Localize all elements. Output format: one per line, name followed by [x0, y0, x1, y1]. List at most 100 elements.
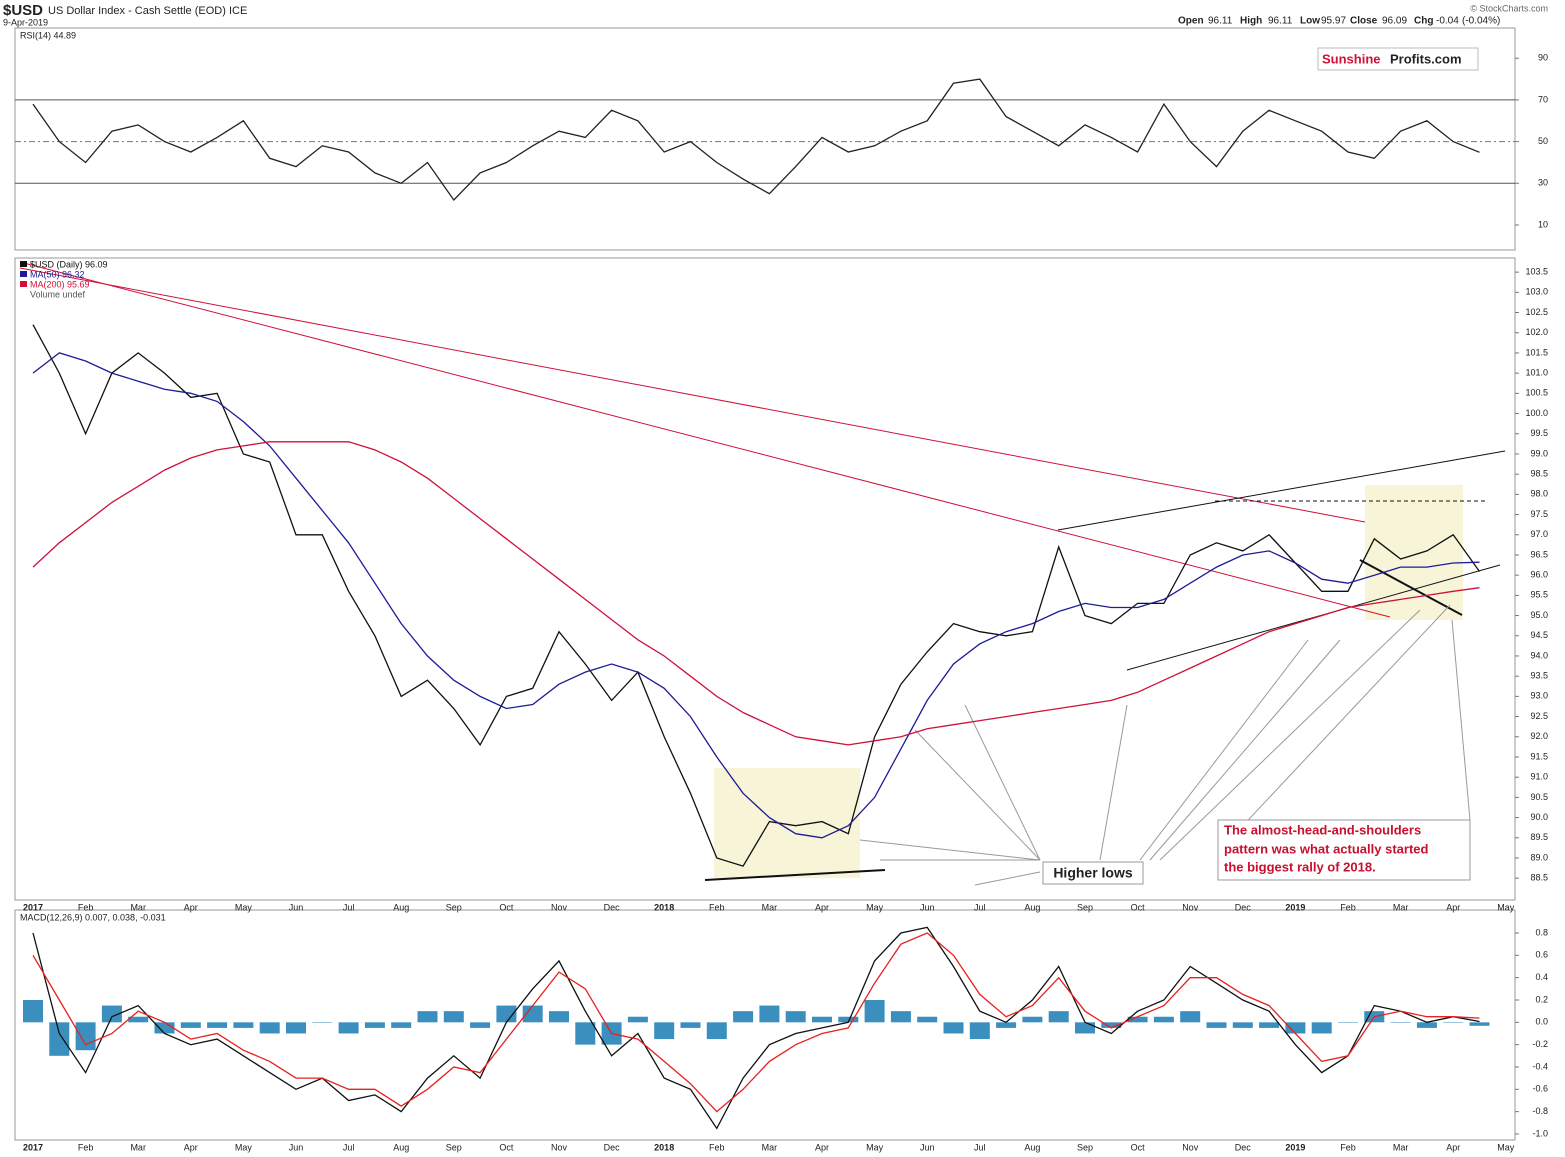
- histogram-bar: [364, 1022, 385, 1028]
- trend-line: [19, 267, 1366, 523]
- y-tick-label: 98.5: [1530, 469, 1548, 479]
- chg-pct: (-0.04%): [1462, 16, 1500, 27]
- y-tick-label: -1.0: [1532, 1128, 1548, 1138]
- y-tick-label: 91.0: [1530, 772, 1548, 782]
- histogram-bar: [49, 1022, 70, 1056]
- close-label: Close: [1350, 16, 1378, 27]
- y-tick-label: 98.0: [1530, 489, 1548, 499]
- x-tick-label: Sep: [446, 1142, 462, 1152]
- x-tick-label: Aug: [1024, 902, 1040, 912]
- histogram-bar: [812, 1016, 832, 1023]
- low-label: Low: [1300, 16, 1320, 27]
- series-line: [32, 78, 1480, 202]
- x-tick-label: Oct: [499, 902, 514, 912]
- x-tick-label: Aug: [1024, 1142, 1040, 1152]
- histogram-bar: [207, 1022, 228, 1028]
- y-tick-label: 93.0: [1530, 691, 1548, 701]
- y-tick-label: 93.5: [1530, 671, 1548, 681]
- histogram-bar: [654, 1022, 675, 1040]
- trend-line: [1057, 450, 1506, 531]
- histogram-bar: [1285, 1022, 1306, 1034]
- y-tick-label: 95.0: [1530, 610, 1548, 620]
- x-tick-label: May: [866, 902, 884, 912]
- y-tick-label: 97.0: [1530, 529, 1548, 539]
- x-tick-label: Jul: [974, 1142, 986, 1152]
- histogram-bar: [549, 1011, 569, 1023]
- histogram-bar: [470, 1022, 491, 1028]
- x-tick-label: Aug: [393, 1142, 409, 1152]
- y-tick-label: 102.0: [1525, 327, 1548, 337]
- histogram-bar: [680, 1022, 701, 1028]
- x-tick-label: May: [235, 1142, 253, 1152]
- y-tick-label: 88.5: [1530, 873, 1548, 883]
- histogram-bar: [1022, 1016, 1043, 1023]
- y-tick-label: 103.0: [1525, 287, 1548, 297]
- histogram-bar: [338, 1022, 359, 1034]
- legend-label: MA(200) 95.69: [30, 279, 90, 289]
- y-tick-label: 100.5: [1525, 388, 1548, 398]
- histogram-bar: [1443, 1022, 1464, 1023]
- logo-part2: Profits.com: [1390, 51, 1462, 66]
- legend-swatch: [20, 271, 27, 277]
- x-tick-label: Feb: [1340, 902, 1356, 912]
- subtitle: US Dollar Index - Cash Settle (EOD) ICE: [48, 5, 247, 17]
- histogram-bar: [706, 1022, 727, 1040]
- y-tick-label: 96.5: [1530, 549, 1548, 559]
- histogram-bar: [1127, 1016, 1148, 1023]
- x-tick-label: Feb: [78, 902, 94, 912]
- symbol: $USD: [3, 2, 43, 19]
- x-tick-label: Jun: [289, 1142, 304, 1152]
- histogram-bar: [101, 1005, 122, 1023]
- label-box: [1042, 861, 1144, 885]
- x-tick-label: Jul: [974, 902, 986, 912]
- histogram-bar: [391, 1022, 412, 1028]
- y-tick-label: 10: [1538, 219, 1548, 229]
- x-tick-label: Sep: [1077, 1142, 1093, 1152]
- neckline: [1359, 559, 1463, 616]
- series-line: [32, 926, 1480, 1130]
- series-line: [32, 441, 1480, 746]
- x-tick-label: Sep: [1077, 902, 1093, 912]
- y-tick-label: 30: [1538, 178, 1548, 188]
- histogram-bar: [443, 1011, 464, 1023]
- x-tick-label: Apr: [815, 1142, 829, 1152]
- y-tick-label: -0.2: [1532, 1039, 1548, 1049]
- y-tick-label: -0.4: [1532, 1061, 1548, 1071]
- histogram-bar: [180, 1022, 201, 1028]
- y-tick-label: 0.2: [1535, 994, 1548, 1004]
- x-tick-label: Jun: [920, 1142, 935, 1152]
- histogram-bar: [1232, 1022, 1253, 1028]
- y-tick-label: 101.5: [1525, 347, 1548, 357]
- x-tick-label: Mar: [130, 1142, 146, 1152]
- series-line: [32, 932, 1480, 1113]
- price-frame: [14, 257, 1516, 901]
- histogram-bar: [286, 1022, 306, 1034]
- annotation: pattern was what actually started: [1224, 841, 1429, 856]
- x-tick-label: 2017: [23, 1142, 43, 1152]
- histogram-bar: [838, 1016, 859, 1023]
- x-tick-label: Jun: [920, 902, 935, 912]
- histogram-bar: [575, 1022, 596, 1045]
- x-tick-label: May: [866, 1142, 884, 1152]
- x-tick-label: Aug: [393, 902, 409, 912]
- histogram-bar: [312, 1022, 333, 1023]
- trend-line: [704, 869, 886, 881]
- y-tick-label: 90.0: [1530, 812, 1548, 822]
- y-tick-label: -0.8: [1532, 1106, 1548, 1116]
- y-tick-label: 70: [1538, 94, 1548, 104]
- y-tick-label: 101.0: [1525, 368, 1548, 378]
- rsi-frame: [14, 27, 1516, 251]
- y-tick-label: 94.5: [1530, 630, 1548, 640]
- histogram-bar: [996, 1022, 1017, 1028]
- chg: -0.04: [1436, 16, 1459, 27]
- histogram-bar: [1101, 1022, 1122, 1028]
- x-tick-label: Oct: [499, 1142, 514, 1152]
- x-tick-label: May: [1497, 1142, 1515, 1152]
- x-tick-label: Nov: [1182, 1142, 1199, 1152]
- x-tick-label: Dec: [1235, 1142, 1252, 1152]
- histogram-bar: [233, 1022, 254, 1028]
- x-tick-label: 2018: [654, 1142, 674, 1152]
- x-tick-label: Jun: [289, 902, 304, 912]
- histogram-bar: [1180, 1011, 1201, 1023]
- x-tick-label: Nov: [551, 1142, 568, 1152]
